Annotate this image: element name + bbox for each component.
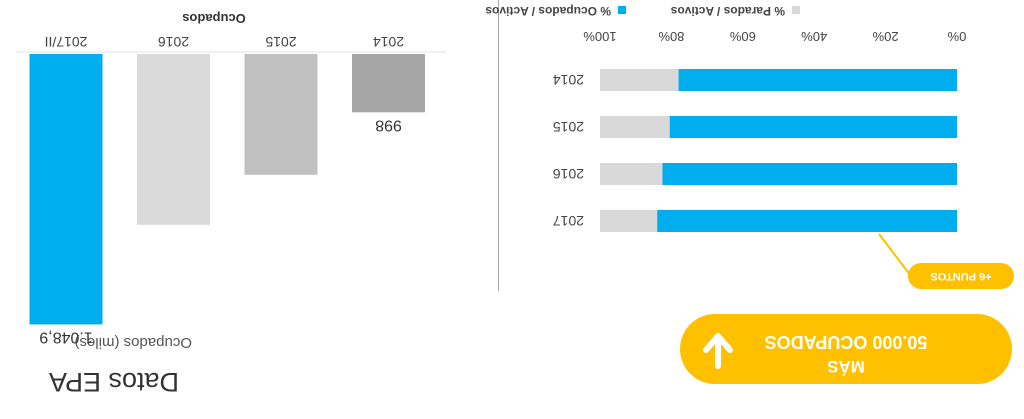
- bar-parados-2015: [600, 116, 670, 138]
- hchart-tick-label: 20%: [872, 29, 898, 44]
- vchart-title: Ocupados: [182, 11, 246, 26]
- vchart-bar-2015: [244, 54, 318, 175]
- hchart-tick-label: 100%: [583, 29, 617, 44]
- annotation-badge: +6 PUNTOS: [908, 263, 1014, 289]
- hchart-category-label: 2016: [553, 166, 584, 182]
- vchart-category-label: 2014: [373, 34, 404, 50]
- vchart-data-label: 998: [375, 116, 402, 133]
- arrow-down-icon: [703, 333, 733, 369]
- legend-swatch-ocupados: [618, 6, 626, 14]
- vchart-data-label: 1.048,9: [39, 328, 92, 345]
- bar-parados-2017: [600, 210, 658, 232]
- hchart-tick-label: 80%: [658, 29, 684, 44]
- vchart-bar-2016: [137, 54, 210, 225]
- vchart-bar-2014: [352, 54, 425, 113]
- bar-parados-2014: [600, 69, 679, 91]
- legend-swatch-parados: [792, 6, 800, 14]
- hchart-category-label: 2015: [553, 119, 584, 135]
- cta-banner[interactable]: MÁS 50.000 OCUPADOS: [680, 314, 1012, 384]
- bar-ocupados-2015: [669, 116, 957, 138]
- hchart-legend: % Ocupados / Activos % Parados / Activos: [485, 4, 800, 18]
- hchart-tick-label: 60%: [729, 29, 755, 44]
- vchart-category-label: 2017/II: [45, 34, 88, 50]
- hchart-tick-label: 0%: [947, 29, 966, 44]
- bar-ocupados-2014: [678, 69, 957, 91]
- hchart-tick-label: 40%: [801, 29, 827, 44]
- legend-label-ocupados: % Ocupados / Activos: [485, 4, 611, 18]
- bar-ocupados-2016: [662, 163, 957, 185]
- vchart-bar-2017-II: [29, 54, 103, 325]
- hchart-category-label: 2017: [553, 213, 584, 229]
- bar-parados-2016: [600, 163, 663, 185]
- legend-label-parados: % Parados / Activos: [670, 4, 785, 18]
- hchart-category-label: 2014: [553, 72, 584, 88]
- vchart-category-label: 2015: [265, 34, 296, 50]
- bar-ocupados-2017: [657, 210, 957, 232]
- vchart-category-label: 2016: [158, 34, 189, 50]
